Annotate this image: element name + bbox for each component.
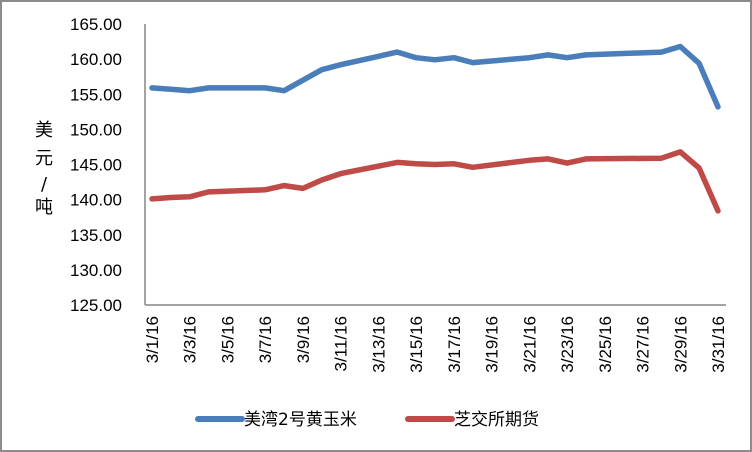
y-tick-label: 155.00 bbox=[70, 85, 122, 104]
legend-item: 芝交所期货 bbox=[405, 410, 539, 430]
x-tick-label: 3/17/16 bbox=[445, 316, 464, 373]
series-lines bbox=[149, 43, 721, 214]
x-tick-label: 3/11/16 bbox=[332, 316, 351, 371]
x-axis-tick-labels: 3/1/16 3/3/16 3/5/16 3/7/16 3/9/16 3/11/16 3/1… bbox=[143, 316, 728, 373]
y-tick-label: 135.00 bbox=[70, 226, 122, 245]
y-tick-label: 160.00 bbox=[70, 50, 122, 69]
x-tick-label: 3/5/16 bbox=[218, 316, 237, 363]
x-tick-label: 3/3/16 bbox=[181, 316, 200, 363]
x-tick-label: 3/25/16 bbox=[596, 316, 615, 373]
series-line-gulf-corn bbox=[149, 43, 721, 110]
x-tick-label: 3/27/16 bbox=[634, 316, 653, 373]
x-tick-label: 3/29/16 bbox=[671, 316, 690, 373]
y-tick-label: 140.00 bbox=[70, 191, 122, 210]
y-tick-label: 130.00 bbox=[70, 261, 122, 280]
legend: 美湾2号黄玉米 芝交所期货 bbox=[195, 410, 539, 430]
x-tick-label: 3/13/16 bbox=[369, 316, 388, 373]
x-tick-label: 3/1/16 bbox=[143, 316, 162, 363]
x-tick-label: 3/15/16 bbox=[407, 316, 426, 373]
y-tick-label: 165.00 bbox=[70, 15, 122, 34]
y-axis-title-char: 美 bbox=[35, 120, 53, 141]
y-axis-tick-labels: 125.00 130.00 135.00 140.00 145.00 150.00 155.… bbox=[70, 15, 122, 315]
x-tick-label: 3/31/16 bbox=[709, 316, 728, 373]
y-axis-title-char: 元 bbox=[35, 148, 53, 169]
series-line-cbot-futures bbox=[149, 149, 721, 214]
legend-label: 芝交所期货 bbox=[454, 410, 539, 430]
x-tick-label: 3/23/16 bbox=[558, 316, 577, 373]
legend-item: 美湾2号黄玉米 bbox=[195, 410, 357, 430]
y-tick-label: 125.00 bbox=[70, 296, 122, 315]
y-axis-title-char: / bbox=[41, 174, 48, 195]
y-tick-label: 145.00 bbox=[70, 156, 122, 175]
y-tick-label: 150.00 bbox=[70, 120, 122, 139]
x-tick-label: 3/21/16 bbox=[520, 316, 539, 373]
y-axis-title: 美元 /吨 bbox=[35, 120, 53, 218]
x-tick-label: 3/9/16 bbox=[294, 316, 313, 363]
x-tick-label: 3/19/16 bbox=[483, 316, 502, 373]
y-axis-title-char: 吨 bbox=[35, 197, 53, 218]
legend-label: 美湾2号黄玉米 bbox=[244, 410, 357, 430]
x-tick-label: 3/7/16 bbox=[256, 316, 275, 363]
